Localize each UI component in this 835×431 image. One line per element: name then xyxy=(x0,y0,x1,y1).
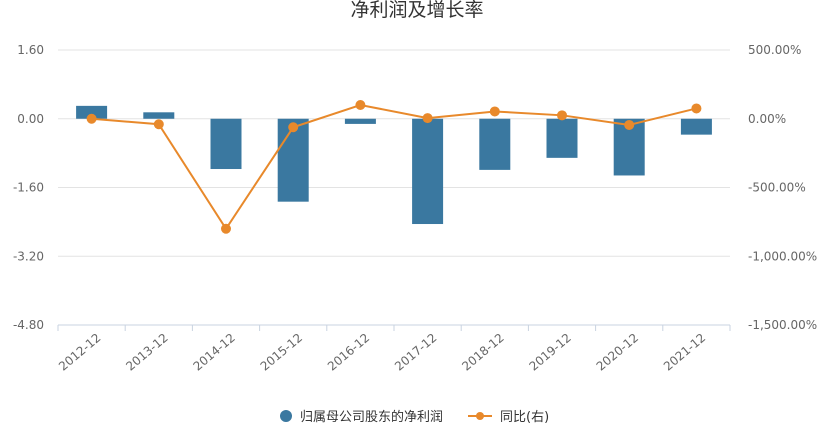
bar[interactable] xyxy=(210,118,242,170)
grid xyxy=(58,49,730,326)
bar[interactable] xyxy=(479,118,511,170)
line-point[interactable] xyxy=(624,119,635,130)
x-tick-label: 2018-12 xyxy=(459,331,506,374)
right-axis: 500.00% 0.00% -500.00% -1,000.00% -1,500.00% xyxy=(748,43,817,332)
line-point[interactable] xyxy=(153,119,164,130)
line-point[interactable] xyxy=(557,110,567,121)
chart-title: 净利润及增长率 xyxy=(350,0,483,21)
line-point[interactable] xyxy=(691,103,702,114)
legend-bar-marker[interactable] xyxy=(280,410,292,422)
x-tick-label: 2017-12 xyxy=(392,331,439,374)
right-tick-label: -1,500.00% xyxy=(748,318,817,332)
line-point[interactable] xyxy=(288,122,299,133)
x-tick-label: 2020-12 xyxy=(594,331,641,374)
right-tick-label: -500.00% xyxy=(748,181,806,195)
bar[interactable] xyxy=(546,118,578,158)
x-tick-label: 2015-12 xyxy=(258,331,305,374)
left-tick-label: -3.20 xyxy=(13,249,44,263)
left-axis: 1.60 0.00 -1.60 -3.20 -4.80 xyxy=(13,43,44,332)
legend-bar-label[interactable]: 归属母公司股东的净利润 xyxy=(300,409,443,425)
x-tick-label: 2014-12 xyxy=(191,331,238,374)
x-tick-label: 2016-12 xyxy=(325,331,372,374)
growth-line xyxy=(91,103,697,231)
legend-line-label[interactable]: 同比(右) xyxy=(500,410,549,425)
left-tick-label: -1.60 xyxy=(13,181,44,195)
right-tick-label: 0.00% xyxy=(748,112,786,126)
bar-series xyxy=(76,105,712,225)
bar[interactable] xyxy=(277,118,309,202)
left-tick-label: 1.60 xyxy=(17,43,44,57)
legend-line-marker[interactable] xyxy=(476,412,484,420)
x-tick-label: 2012-12 xyxy=(56,331,103,374)
bar[interactable] xyxy=(412,118,444,225)
line-point[interactable] xyxy=(86,113,97,124)
x-tick-label: 2013-12 xyxy=(123,331,170,374)
line-point[interactable] xyxy=(422,113,433,124)
bar[interactable] xyxy=(344,118,376,124)
line-point[interactable] xyxy=(221,223,231,234)
legend: 归属母公司股东的净利润 同比(右) xyxy=(280,409,549,425)
left-tick-label: -4.80 xyxy=(13,318,44,332)
bar[interactable] xyxy=(143,112,175,119)
right-tick-label: 500.00% xyxy=(748,43,801,57)
x-tick-label: 2021-12 xyxy=(661,331,708,374)
x-tick-label: 2019-12 xyxy=(527,331,574,374)
line-point[interactable] xyxy=(489,106,500,117)
line-point[interactable] xyxy=(355,100,366,110)
left-tick-label: 0.00 xyxy=(17,112,44,126)
bar[interactable] xyxy=(680,118,712,135)
right-tick-label: -1,000.00% xyxy=(748,249,817,263)
line-series xyxy=(86,100,702,234)
bar[interactable] xyxy=(76,105,108,119)
x-axis: 2012-12 2013-12 2014-12 2015-12 2016-12 2017-… xyxy=(56,324,731,374)
